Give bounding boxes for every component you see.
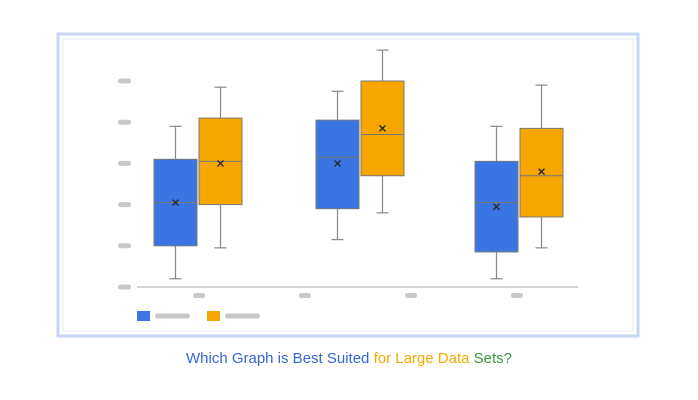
x-tick-placeholders	[193, 293, 523, 298]
title-part: for Large Data	[374, 350, 474, 367]
chart-title: Which Graph is Best Suited for Large Dat…	[186, 350, 512, 367]
box	[315, 119, 360, 210]
mean-marker	[493, 203, 500, 211]
y-tick-pill	[118, 243, 131, 249]
y-tick-pill	[118, 202, 131, 208]
x-tick-pill	[405, 293, 417, 298]
x-tick-pill	[193, 293, 205, 298]
y-tick-pill	[118, 160, 131, 166]
y-tick-pill	[118, 78, 131, 84]
legend-pill	[225, 313, 260, 319]
title-part: Which Graph is Best Suited	[186, 350, 374, 367]
mean-marker	[379, 124, 386, 132]
mean-marker	[334, 159, 341, 167]
y-tick-pill	[118, 119, 131, 125]
y-tick-pill	[118, 284, 131, 290]
legend-swatch	[207, 311, 220, 321]
box	[519, 127, 564, 218]
x-tick-pill	[299, 293, 311, 298]
mean-marker	[172, 199, 179, 206]
mean-marker	[217, 159, 224, 167]
x-tick-pill	[511, 293, 523, 298]
legend-swatch	[137, 311, 150, 321]
title-part: Sets?	[474, 350, 512, 367]
legend-pill	[155, 313, 190, 319]
mean-marker	[538, 168, 545, 176]
